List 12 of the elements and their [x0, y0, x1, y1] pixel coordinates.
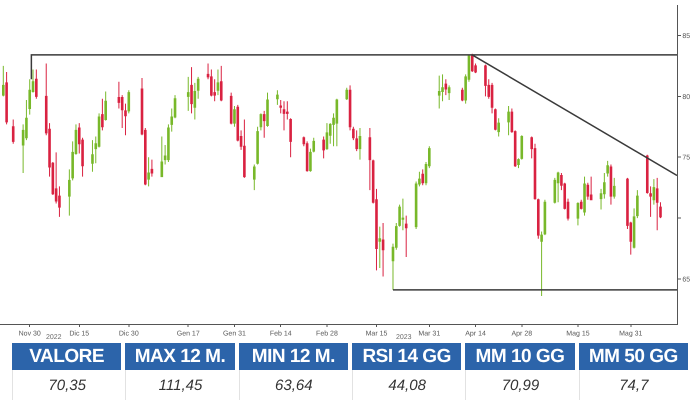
text: 70,99 [502, 376, 540, 394]
category-label: MM 10 GG [465, 343, 575, 370]
category-label: VALORE [12, 343, 122, 370]
text: 74,7 [619, 376, 648, 394]
category-label: RSI 14 GG [352, 343, 462, 370]
category-label: MAX 12 M. [125, 343, 235, 370]
text: 111,45 [158, 376, 202, 394]
category-label: MIN 12 M. [238, 343, 348, 370]
text: 63,64 [275, 376, 313, 394]
text: 44,08 [388, 376, 426, 394]
text: 70,35 [48, 376, 86, 394]
category-label: MM 50 GG [578, 343, 688, 370]
